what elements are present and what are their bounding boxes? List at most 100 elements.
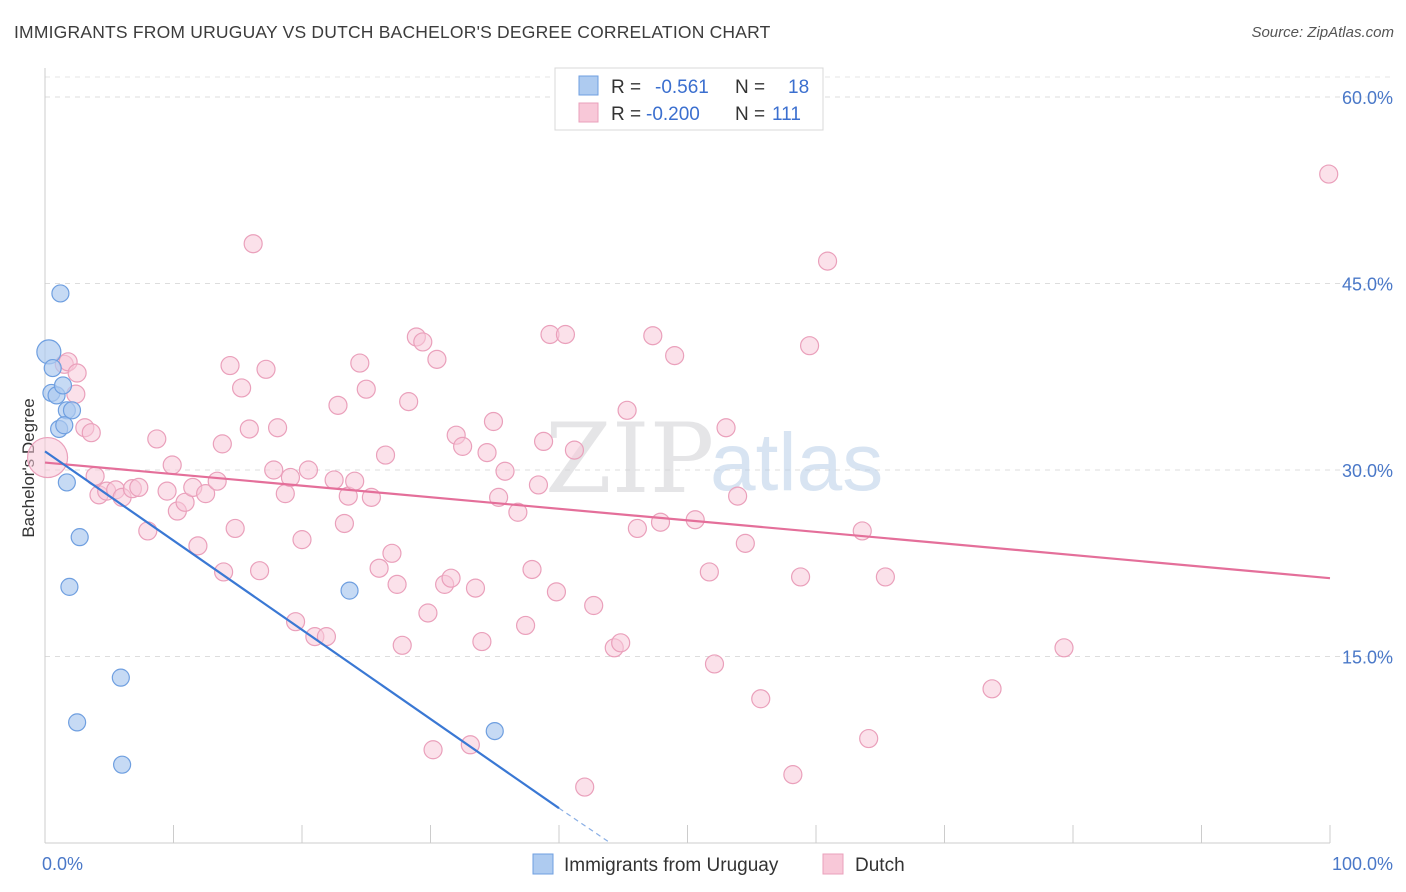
point-uruguay-10 <box>57 473 76 492</box>
point-dutch-48 <box>356 379 376 399</box>
point-dutch-85 <box>617 400 637 420</box>
y-tick-labels: 15.0% 30.0% 45.0% 60.0% <box>1342 88 1393 668</box>
bottom-legend-swatch-uruguay <box>532 853 554 875</box>
point-dutch-38 <box>292 530 312 550</box>
legend-swatch-dutch <box>578 102 599 123</box>
legend-swatch-uruguay <box>578 75 599 96</box>
point-dutch-103 <box>875 567 895 587</box>
point-dutch-36 <box>280 467 301 488</box>
point-dutch-0 <box>26 436 69 479</box>
legend-r-value-2: -0.200 <box>646 104 700 125</box>
point-dutch-52 <box>382 543 402 563</box>
point-dutch-89 <box>665 346 685 366</box>
legend-n-value-1: 18 <box>788 77 809 98</box>
point-dutch-17 <box>162 455 182 475</box>
chart-title: IMMIGRANTS FROM URUGUAY VS DUTCH BACHELO… <box>14 22 771 42</box>
legend-n-label-2: N = <box>735 104 765 125</box>
x-tick-label-max: 100.0% <box>1332 854 1393 874</box>
point-dutch-91 <box>699 562 719 582</box>
x-tick-label-min: 0.0% <box>42 854 83 874</box>
point-dutch-104 <box>982 679 1002 699</box>
point-dutch-62 <box>441 568 461 588</box>
point-dutch-14 <box>138 521 158 541</box>
point-dutch-42 <box>324 470 344 490</box>
point-dutch-27 <box>225 518 245 539</box>
trend-line-uruguay <box>44 450 560 810</box>
point-dutch-32 <box>256 359 276 379</box>
point-dutch-26 <box>220 355 240 376</box>
point-uruguay-1 <box>43 358 62 378</box>
point-dutch-34 <box>267 418 288 438</box>
point-dutch-53 <box>387 574 407 594</box>
y-tick-label-1: 30.0% <box>1342 461 1393 481</box>
y-tick-label-0: 15.0% <box>1342 648 1393 668</box>
point-dutch-80 <box>564 440 585 460</box>
point-uruguay-15 <box>112 755 132 774</box>
point-uruguay-4 <box>53 376 73 395</box>
point-dutch-25 <box>214 562 234 582</box>
legend-box <box>554 67 824 131</box>
point-dutch-60 <box>427 349 447 369</box>
point-dutch-78 <box>546 582 567 602</box>
point-dutch-86 <box>627 518 647 539</box>
point-dutch-21 <box>188 536 208 556</box>
point-dutch-97 <box>783 765 803 785</box>
point-dutch-99 <box>799 336 820 356</box>
point-dutch-23 <box>207 471 227 491</box>
point-dutch-55 <box>399 392 419 412</box>
point-uruguay-13 <box>111 668 130 687</box>
point-dutch-35 <box>275 484 295 504</box>
point-dutch-3 <box>67 363 87 383</box>
trend-line-dutch <box>44 461 1331 580</box>
point-dutch-57 <box>413 332 433 352</box>
point-dutch-30 <box>243 234 263 254</box>
trend-line-uruguay-extension <box>558 807 611 844</box>
point-uruguay-17 <box>485 721 504 741</box>
point-uruguay-8 <box>55 416 74 435</box>
point-dutch-98 <box>790 567 811 587</box>
legend: R = -0.561 N = 18 R = -0.200 N = 111 <box>554 67 824 131</box>
point-dutch-58 <box>418 603 438 623</box>
point-dutch-87 <box>643 326 663 346</box>
point-dutch-44 <box>334 513 355 534</box>
point-dutch-96 <box>751 689 771 709</box>
point-dutch-95 <box>735 533 755 553</box>
point-dutch-74 <box>522 559 542 580</box>
legend-n-value-2: 111 <box>772 104 801 125</box>
bottom-legend-label-uruguay: Immigrants from Uruguay <box>564 855 779 876</box>
point-dutch-67 <box>472 631 492 652</box>
point-dutch-105 <box>1054 638 1074 658</box>
legend-r-label-2: R = <box>611 104 641 125</box>
series-uruguay-points <box>36 284 504 774</box>
point-uruguay-9 <box>51 284 70 303</box>
point-dutch-73 <box>515 615 536 636</box>
point-dutch-66 <box>465 578 486 598</box>
point-dutch-72 <box>508 502 528 522</box>
y-tick-label-3: 60.0% <box>1342 88 1393 108</box>
series-dutch-points <box>26 164 1339 797</box>
point-dutch-84 <box>611 633 631 653</box>
point-dutch-93 <box>716 418 736 438</box>
point-dutch-92 <box>704 654 725 674</box>
point-dutch-13 <box>129 477 149 498</box>
point-dutch-28 <box>232 378 252 398</box>
point-dutch-47 <box>350 353 370 373</box>
point-dutch-6 <box>81 423 101 443</box>
point-uruguay-14 <box>68 713 87 732</box>
point-dutch-79 <box>555 324 576 345</box>
point-dutch-59 <box>423 740 443 760</box>
bottom-legend: Immigrants from Uruguay Dutch <box>532 853 905 876</box>
point-dutch-39 <box>298 460 319 480</box>
point-dutch-75 <box>528 475 549 495</box>
watermark-zip: ZIP <box>545 403 714 515</box>
point-dutch-71 <box>495 461 515 481</box>
point-dutch-68 <box>477 442 497 463</box>
grid-lines <box>45 76 1393 657</box>
point-dutch-15 <box>147 429 167 449</box>
point-dutch-76 <box>533 431 554 452</box>
point-dutch-100 <box>817 251 838 271</box>
x-tick-labels: 0.0% 100.0% <box>42 854 1393 874</box>
point-dutch-46 <box>345 471 365 491</box>
y-tick-label-2: 45.0% <box>1342 275 1393 295</box>
